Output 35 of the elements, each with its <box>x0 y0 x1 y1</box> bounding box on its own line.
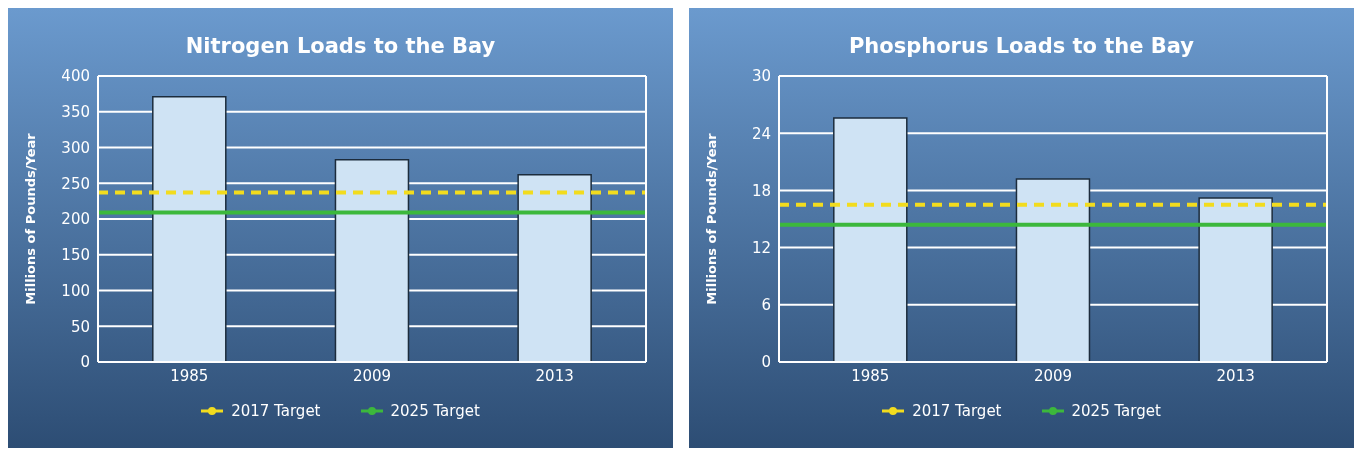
y-tick-label: 30 <box>751 67 771 86</box>
y-tick-label: 0 <box>761 353 771 372</box>
x-tick-label: 2009 <box>1033 366 1073 385</box>
legend-label: 2017 Target <box>912 402 1002 420</box>
y-tick-label: 400 <box>61 67 90 86</box>
legend-label: 2025 Target <box>390 402 480 420</box>
y-tick-label: 12 <box>751 238 771 257</box>
legend-label: 2017 Target <box>231 402 321 420</box>
bar <box>1015 178 1091 362</box>
y-tick-label: 18 <box>751 181 771 200</box>
x-tick-label: 2009 <box>352 366 392 385</box>
y-tick-label: 0 <box>80 353 90 372</box>
y-tick-label: 50 <box>70 317 90 336</box>
bar <box>833 117 908 362</box>
y-axis-title: Millions of Pounds/Year <box>703 132 719 305</box>
bar <box>152 95 227 362</box>
bar <box>1198 197 1273 362</box>
y-tick-label: 100 <box>61 281 90 300</box>
y-tick-label: 200 <box>61 210 90 229</box>
y-tick-label: 350 <box>61 103 90 122</box>
chart-title: Phosphorus Loads to the Bay <box>847 34 1196 58</box>
y-tick-label: 300 <box>61 138 90 157</box>
chart-title: Nitrogen Loads to the Bay <box>184 34 497 58</box>
x-tick-label: 1985 <box>170 366 209 385</box>
y-tick-label: 24 <box>751 124 771 143</box>
bar <box>517 173 592 362</box>
x-tick-label: 1985 <box>851 366 890 385</box>
legend-label: 2025 Target <box>1071 402 1161 420</box>
y-tick-label: 6 <box>761 296 771 315</box>
y-axis-title: Millions of Pounds/Year <box>22 132 38 305</box>
x-tick-label: 2013 <box>535 366 574 385</box>
x-tick-label: 2013 <box>1216 366 1255 385</box>
y-tick-label: 150 <box>61 246 90 265</box>
y-tick-label: 250 <box>61 174 90 193</box>
bar <box>334 158 410 362</box>
